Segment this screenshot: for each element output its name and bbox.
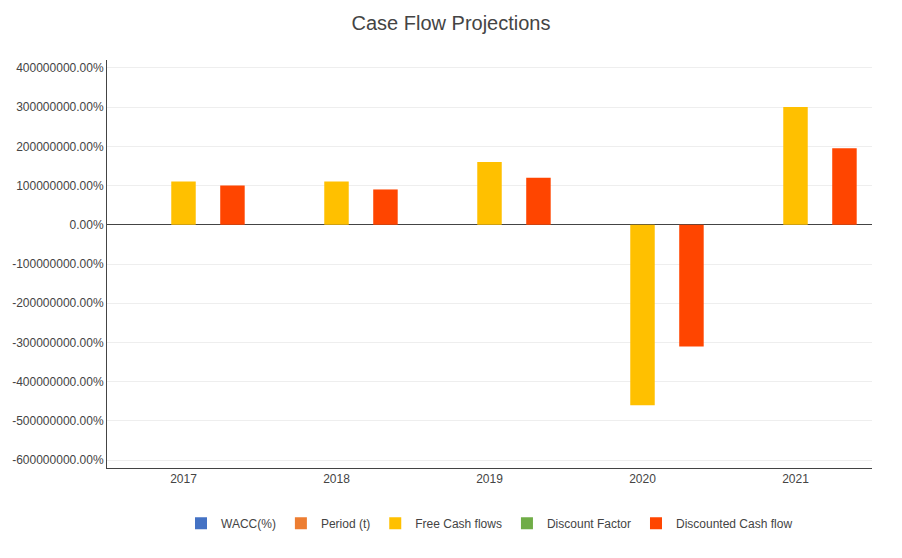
svg-text:2017: 2017 [170, 472, 197, 486]
svg-text:400000000.00%: 400000000.00% [16, 61, 104, 75]
svg-text:WACC(%): WACC(%) [221, 517, 276, 531]
svg-text:2019: 2019 [476, 472, 503, 486]
svg-text:2018: 2018 [323, 472, 350, 486]
svg-text:-300000000.00%: -300000000.00% [12, 336, 104, 350]
svg-text:2020: 2020 [629, 472, 656, 486]
svg-text:Discount Factor: Discount Factor [547, 517, 631, 531]
svg-text:-100000000.00%: -100000000.00% [12, 257, 104, 271]
svg-text:Case Flow Projections: Case Flow Projections [352, 12, 551, 34]
svg-text:-600000000.00%: -600000000.00% [12, 453, 104, 467]
svg-text:-200000000.00%: -200000000.00% [12, 296, 104, 310]
svg-text:100000000.00%: 100000000.00% [16, 179, 104, 193]
svg-text:2021: 2021 [782, 472, 809, 486]
svg-text:-500000000.00%: -500000000.00% [12, 414, 104, 428]
svg-text:Discounted Cash flow: Discounted Cash flow [676, 517, 792, 531]
svg-text:-400000000.00%: -400000000.00% [12, 375, 104, 389]
svg-text:200000000.00%: 200000000.00% [16, 140, 104, 154]
svg-text:Free Cash flows: Free Cash flows [415, 517, 502, 531]
svg-text:300000000.00%: 300000000.00% [16, 100, 104, 114]
svg-text:0.00%: 0.00% [70, 218, 104, 232]
svg-text:Period (t): Period (t) [321, 517, 370, 531]
